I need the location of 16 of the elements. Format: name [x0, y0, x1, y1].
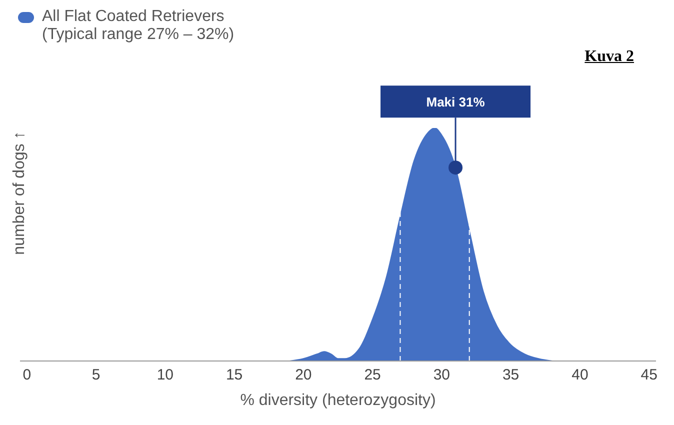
x-tick-label: 15	[226, 366, 243, 384]
x-tick-label: 35	[502, 366, 520, 384]
annotation: Maki 31%	[426, 94, 486, 110]
text: Kuva 2	[584, 48, 634, 66]
x-tick-label: 5	[92, 366, 100, 384]
x-tick-label: 45	[640, 366, 658, 384]
y-axis-title: number of dogs ↑	[11, 131, 29, 255]
x-tick-label: 10	[156, 366, 174, 384]
x-tick-label: 25	[364, 366, 381, 384]
legend-label: All Flat Coated Retrievers	[42, 8, 224, 26]
x-axis-title: % diversity (heterozygosity)	[240, 392, 436, 409]
x-tick-label: 40	[572, 366, 588, 384]
x-tick-label: 0	[22, 366, 32, 384]
text: (Typical range 27% – 32%)	[42, 26, 234, 44]
x-tick-label: 20	[295, 366, 312, 384]
x-tick-label: 30	[433, 366, 450, 384]
